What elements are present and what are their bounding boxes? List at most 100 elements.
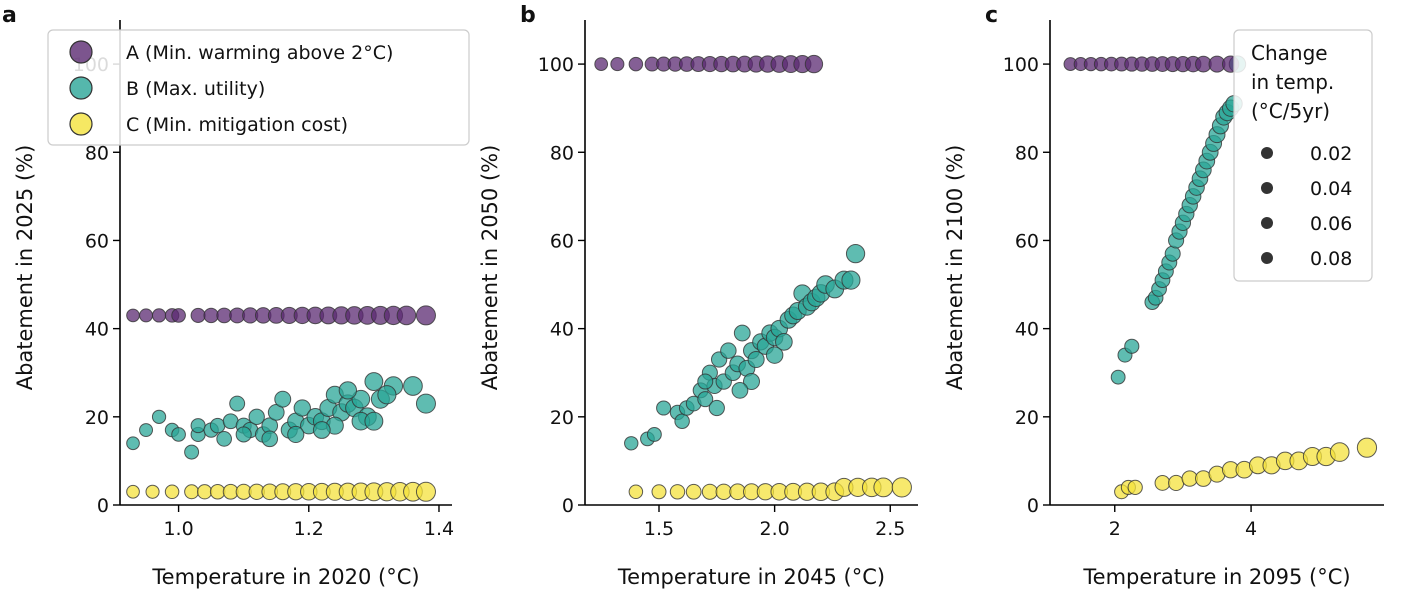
data-point-B	[287, 425, 305, 444]
data-point-B	[845, 244, 866, 264]
y-tick-label: 40	[85, 319, 109, 341]
y-tick-label: 20	[550, 407, 574, 429]
data-point-B	[338, 381, 358, 400]
legend-box	[47, 29, 470, 146]
y-tick-label: 40	[550, 319, 574, 341]
y-tick-label: 80	[85, 142, 109, 164]
data-point-B	[229, 395, 246, 412]
data-point-B	[312, 421, 331, 439]
data-point-C	[1154, 475, 1171, 491]
data-point-B	[351, 389, 371, 409]
data-point-B	[293, 399, 311, 417]
data-point-C	[1329, 442, 1350, 462]
size-legend-marker	[1261, 252, 1273, 264]
x-tick-label: 2	[1109, 518, 1121, 540]
data-point-B	[1110, 369, 1126, 385]
data-point-B	[765, 346, 784, 364]
size-legend-title: in temp.	[1251, 70, 1334, 94]
x-tick-label: 1.2	[294, 518, 324, 540]
data-point-C	[197, 484, 213, 500]
data-point-A	[190, 307, 206, 323]
x-tick-label: 1.4	[424, 518, 454, 540]
data-point-B	[216, 431, 232, 447]
data-point-C	[1127, 479, 1143, 495]
x-tick-label: 1.0	[163, 518, 193, 540]
data-point-B	[126, 436, 140, 451]
data-point-C	[651, 484, 667, 500]
legend-marker-C	[69, 112, 93, 136]
size-legend-title: (°C/5yr)	[1251, 99, 1330, 123]
y-tick-label: 60	[85, 230, 109, 252]
data-point-B	[190, 418, 206, 434]
legend-label-B: B (Max. utility)	[126, 78, 265, 100]
y-tick-label: 60	[550, 230, 574, 252]
data-point-A	[594, 57, 609, 71]
data-point-B	[841, 270, 861, 290]
data-point-A	[151, 308, 167, 323]
y-tick-label: 80	[1015, 142, 1039, 164]
size-legend-label: 0.02	[1310, 143, 1352, 165]
data-point-C	[145, 484, 160, 499]
y-tick-label: 100	[1003, 54, 1039, 76]
data-point-B	[403, 376, 423, 396]
x-tick-label: 2.0	[760, 518, 790, 540]
data-point-B	[139, 423, 154, 438]
y-tick-label: 20	[1015, 407, 1039, 429]
data-point-B	[209, 417, 226, 434]
data-point-B	[1164, 245, 1181, 262]
size-legend-label: 0.06	[1310, 213, 1352, 235]
data-point-B	[656, 400, 672, 416]
data-point-A	[628, 56, 644, 72]
data-point-B	[274, 390, 292, 408]
data-point-A	[396, 305, 417, 326]
data-point-B	[733, 324, 751, 342]
x-tick-label: 4	[1245, 518, 1257, 540]
data-point-B	[743, 373, 760, 391]
size-legend-marker	[1261, 182, 1273, 194]
data-point-C	[715, 483, 732, 500]
y-tick-label: 80	[550, 142, 574, 164]
legend-label-A: A (Min. warming above 2°C)	[126, 42, 393, 64]
data-point-B	[708, 399, 725, 417]
data-point-A	[171, 308, 186, 323]
data-point-A	[139, 308, 154, 323]
y-tick-label: 100	[538, 54, 574, 76]
data-point-A	[610, 57, 625, 72]
data-point-A	[126, 308, 140, 323]
data-point-C	[126, 484, 140, 499]
data-point-A	[415, 305, 436, 326]
legend-marker-B	[69, 76, 93, 100]
data-point-C	[701, 483, 718, 500]
data-point-C	[669, 484, 686, 500]
size-legend-marker	[1261, 147, 1273, 159]
data-point-A	[804, 54, 824, 74]
panel-letter: c	[985, 3, 998, 28]
data-point-B	[261, 430, 279, 448]
legend-marker-A	[69, 40, 93, 64]
y-tick-label: 0	[562, 495, 574, 517]
x-axis-label: Temperature in 2095 (°C)	[1082, 565, 1350, 589]
x-tick-label: 2.5	[875, 518, 905, 540]
data-point-C	[1168, 474, 1185, 492]
y-tick-label: 0	[97, 495, 109, 517]
data-point-B	[151, 409, 167, 424]
x-axis-label: Temperature in 2020 (°C)	[151, 565, 419, 589]
data-point-B	[697, 391, 714, 408]
panel-letter: a	[2, 3, 17, 28]
y-tick-label: 20	[85, 407, 109, 429]
data-point-B	[624, 436, 639, 451]
data-point-B	[775, 333, 793, 351]
size-legend-marker	[1261, 217, 1273, 229]
y-tick-label: 0	[1027, 495, 1039, 517]
x-tick-label: 1.5	[644, 518, 674, 540]
data-point-B	[674, 413, 690, 429]
data-point-B	[364, 372, 384, 391]
data-point-C	[164, 484, 180, 500]
data-point-C	[628, 484, 644, 500]
size-legend-title: Change	[1251, 41, 1328, 65]
data-point-B	[697, 373, 714, 390]
y-axis-label: Abatement in 2025 (%)	[13, 145, 37, 391]
data-point-B	[248, 408, 265, 426]
legend-label-C: C (Min. mitigation cost)	[126, 114, 348, 136]
